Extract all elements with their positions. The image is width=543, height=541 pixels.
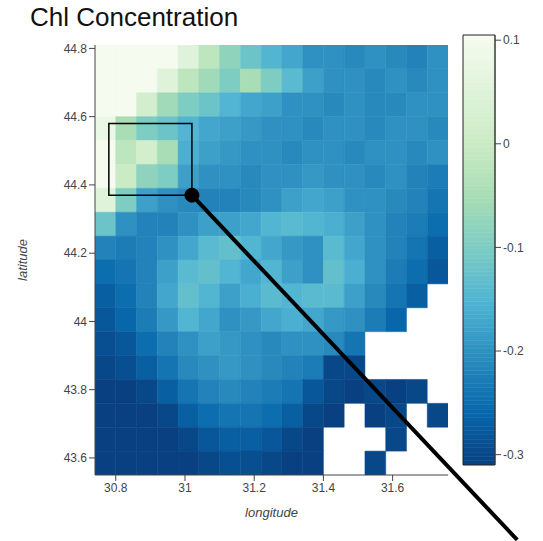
svg-text:31.4: 31.4 (312, 481, 336, 495)
html-text:Chl Concentration: Chl Concentration (30, 2, 239, 32)
svg-text:-0.1: -0.1 (503, 241, 524, 255)
svg-text:0.1: 0.1 (503, 33, 520, 47)
svg-text:31.2: 31.2 (243, 481, 267, 495)
svg-text:-0.2: -0.2 (503, 344, 524, 358)
svg-text:31: 31 (178, 481, 192, 495)
svg-text:44: 44 (74, 315, 88, 329)
svg-text:longitude: longitude (245, 505, 298, 520)
svg-text:43.8: 43.8 (64, 383, 88, 397)
svg-text:43.6: 43.6 (64, 451, 88, 465)
svg-text:44.4: 44.4 (64, 178, 88, 192)
svg-text:44.2: 44.2 (64, 246, 88, 260)
svg-text:0: 0 (503, 137, 510, 151)
svg-text:44.6: 44.6 (64, 110, 88, 124)
svg-text:31.6: 31.6 (381, 481, 405, 495)
svg-text:30.8: 30.8 (104, 481, 128, 495)
svg-text:-0.3: -0.3 (503, 448, 524, 462)
svg-text:latitude: latitude (15, 239, 30, 281)
svg-text:44.8: 44.8 (64, 42, 88, 56)
